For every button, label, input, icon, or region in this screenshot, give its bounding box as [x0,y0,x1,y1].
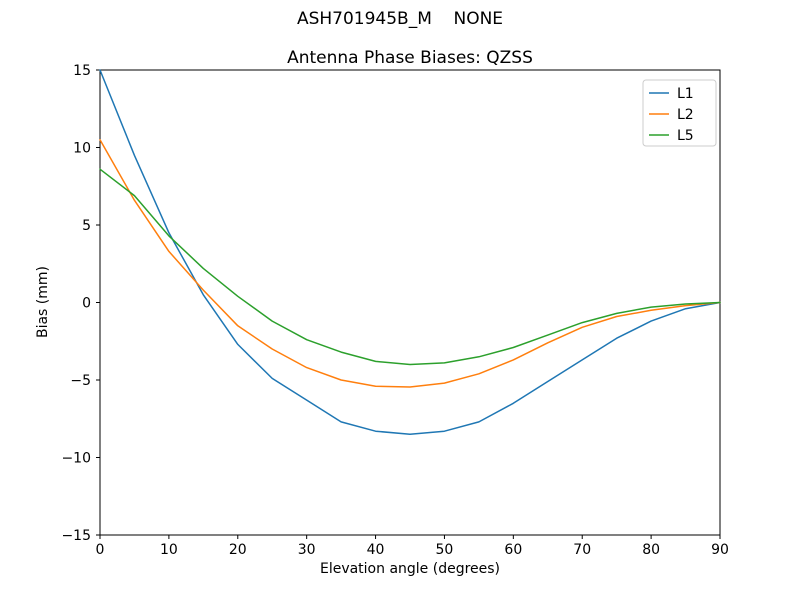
legend-item-l1: L1 [649,86,694,102]
legend-frame [642,79,717,147]
x-tick-label: 70 [573,542,591,558]
x-tick-label: 30 [298,542,316,558]
plot-area-border [99,69,721,536]
x-tick-label: 40 [367,542,385,558]
y-tick-label: −15 [61,528,91,544]
y-tick-label: 15 [73,63,91,79]
legend-item-l2: L2 [649,107,694,123]
series-line-l2 [99,139,721,388]
series-line-l5 [99,168,721,366]
legend: L1 L2 L5 [642,79,717,147]
x-axis-label: Elevation angle (degrees) [320,561,500,577]
x-tick-label: 60 [504,542,522,558]
legend-item-l5: L5 [649,128,694,144]
y-tick-label: 10 [73,141,91,157]
axis-ticks: 0 10 20 30 40 50 60 70 80 90 −15 −10 −5 0 5 10 15 [61,63,728,558]
series-line-l1 [99,69,721,436]
figure-title: ASH701945B_M NONE [297,9,503,29]
chart-title: Antenna Phase Biases: QZSS [287,48,533,68]
legend-label-l1: L1 [677,86,694,102]
y-tick-label: 5 [82,218,91,234]
x-tick-label: 80 [642,542,660,558]
legend-label-l5: L5 [677,128,694,144]
y-tick-label: −5 [70,373,91,389]
y-tick-label: −10 [61,451,91,467]
x-tick-label: 10 [160,542,178,558]
y-axis-label: Bias (mm) [35,266,51,338]
series-lines [99,69,721,436]
x-tick-label: 20 [229,542,247,558]
y-tick-label: 0 [82,296,91,312]
legend-label-l2: L2 [677,107,694,123]
x-tick-label: 0 [96,542,105,558]
x-tick-label: 90 [711,542,729,558]
x-tick-label: 50 [436,542,454,558]
